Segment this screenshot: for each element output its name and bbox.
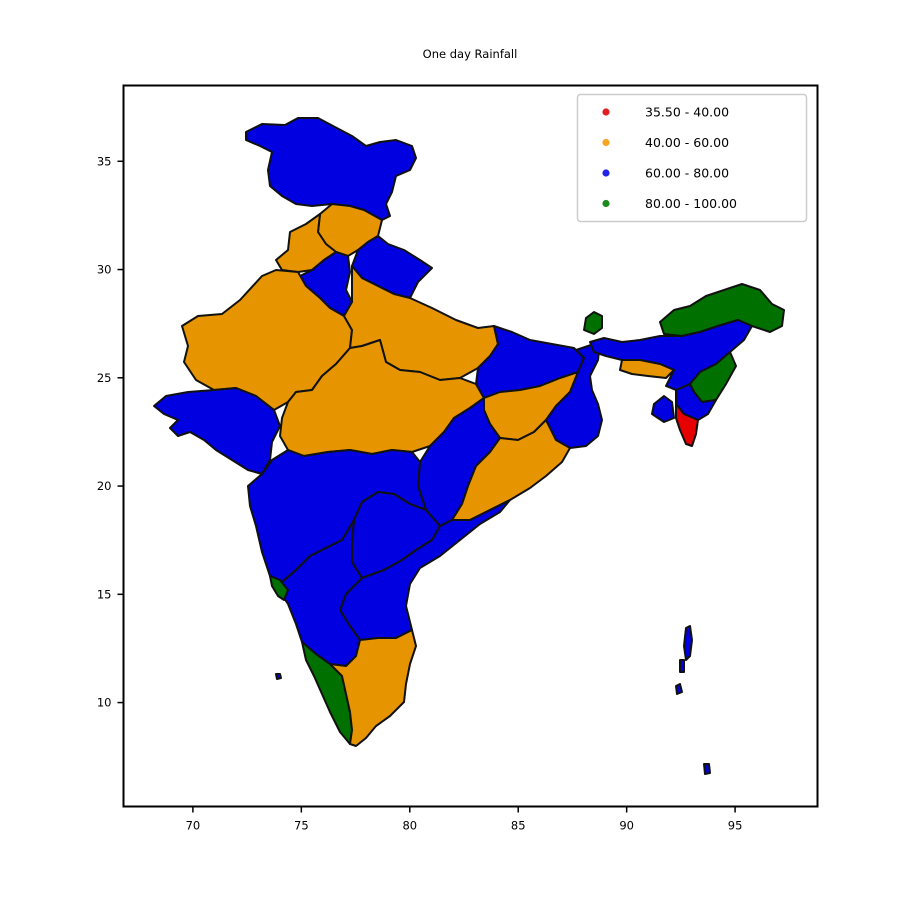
legend-marker bbox=[602, 108, 610, 116]
y-tick-label: 20 bbox=[97, 479, 112, 493]
y-axis: 10 15 20 25 30 35 bbox=[97, 154, 124, 710]
y-tick-label: 15 bbox=[97, 587, 112, 601]
y-tick-label: 25 bbox=[97, 371, 112, 385]
x-tick-label: 95 bbox=[728, 819, 743, 833]
legend-label: 80.00 - 100.00 bbox=[645, 196, 737, 211]
legend: 35.50 - 40.00 40.00 - 60.00 60.00 - 80.00 8… bbox=[576, 93, 808, 223]
region-lakshadweep bbox=[275, 673, 282, 680]
region-goa bbox=[269, 575, 289, 601]
region-mizoram bbox=[675, 403, 699, 447]
y-tick-label: 30 bbox=[97, 263, 112, 277]
region-sikkim bbox=[583, 311, 603, 335]
x-tick-label: 75 bbox=[294, 819, 309, 833]
y-tick-label: 10 bbox=[97, 696, 112, 710]
region-west-bengal bbox=[545, 341, 603, 449]
x-tick-label: 85 bbox=[511, 819, 526, 833]
state-regions bbox=[153, 117, 785, 775]
legend-label: 60.00 - 80.00 bbox=[645, 166, 729, 181]
region-andaman-nicobar bbox=[675, 625, 711, 775]
legend-marker bbox=[602, 169, 610, 177]
region-odisha bbox=[451, 419, 571, 521]
x-tick-label: 80 bbox=[402, 819, 417, 833]
legend-label: 40.00 - 60.00 bbox=[645, 135, 729, 150]
chart-title: One day Rainfall bbox=[423, 47, 518, 61]
region-karnataka bbox=[269, 519, 363, 667]
legend-label: 35.50 - 40.00 bbox=[645, 105, 729, 120]
y-tick-label: 35 bbox=[97, 154, 112, 168]
x-tick-label: 70 bbox=[186, 819, 201, 833]
region-tamil-nadu bbox=[329, 629, 417, 747]
plot-frame bbox=[122, 84, 819, 808]
legend-box bbox=[576, 93, 808, 223]
legend-marker bbox=[602, 138, 610, 147]
x-axis: 70 75 80 85 90 95 bbox=[186, 806, 743, 833]
region-tripura bbox=[651, 395, 675, 423]
legend-marker bbox=[602, 199, 610, 208]
x-tick-label: 90 bbox=[619, 819, 634, 833]
region-meghalaya bbox=[619, 359, 675, 379]
region-jammu-kashmir bbox=[245, 117, 417, 221]
